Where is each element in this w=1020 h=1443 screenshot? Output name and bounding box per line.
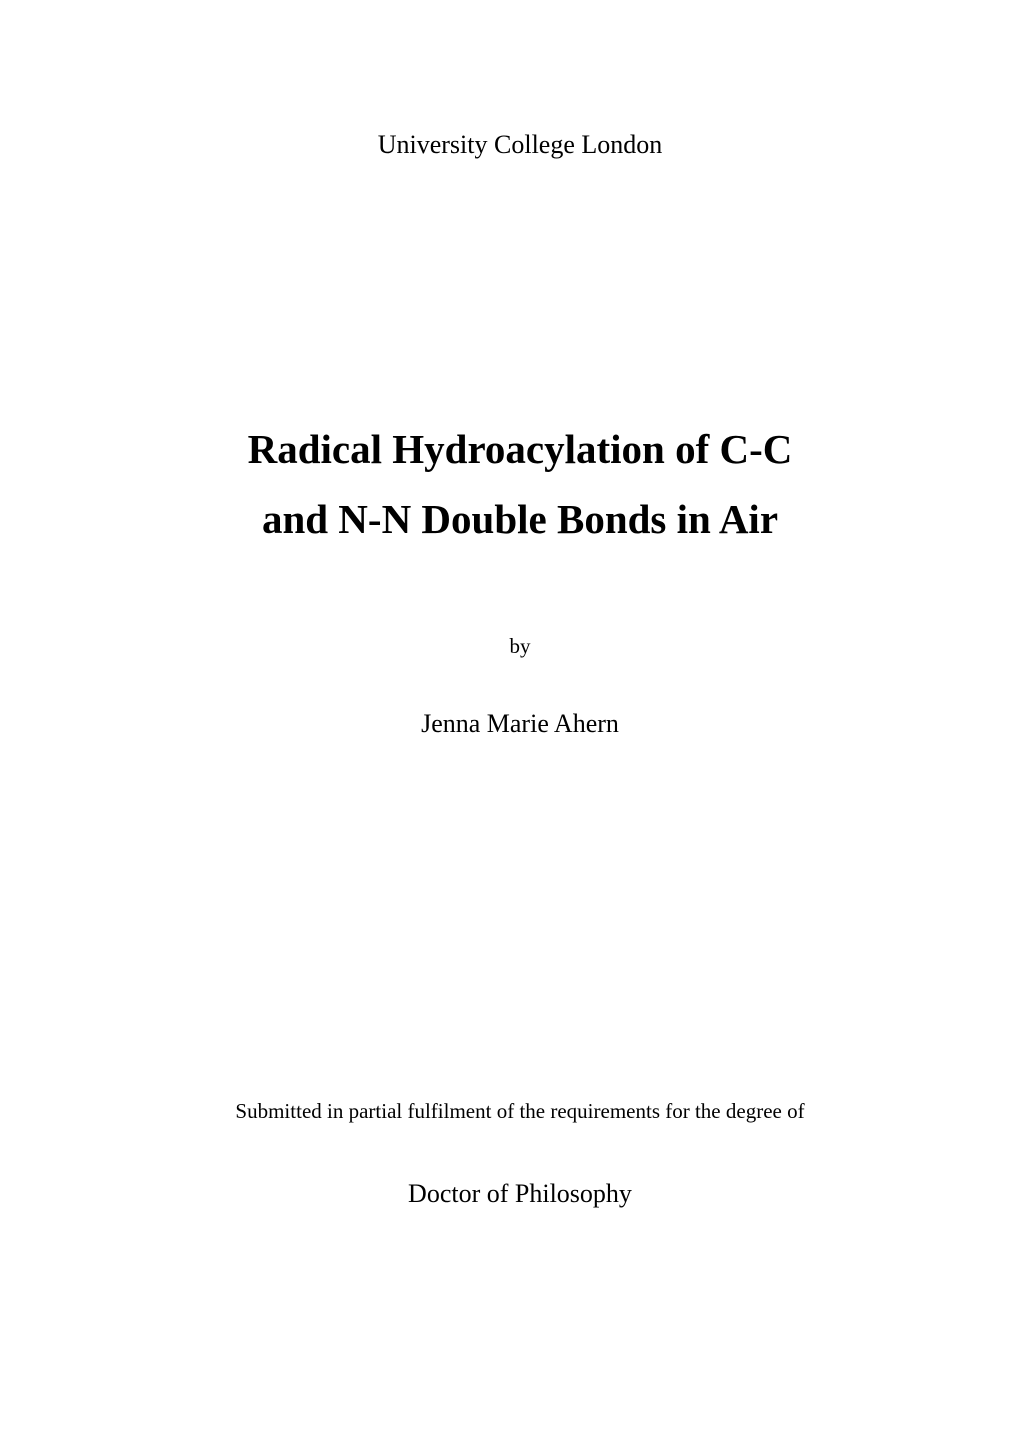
degree-name: Doctor of Philosophy: [130, 1179, 910, 1209]
submission-statement: Submitted in partial fulfilment of the r…: [130, 1099, 910, 1124]
thesis-title: Radical Hydroacylation of C-C and N-N Do…: [130, 415, 910, 554]
title-line-1: Radical Hydroacylation of C-C: [248, 426, 793, 472]
institution-name: University College London: [130, 130, 910, 160]
by-label: by: [130, 634, 910, 659]
author-name: Jenna Marie Ahern: [130, 709, 910, 739]
title-line-2: and N-N Double Bonds in Air: [262, 496, 778, 542]
